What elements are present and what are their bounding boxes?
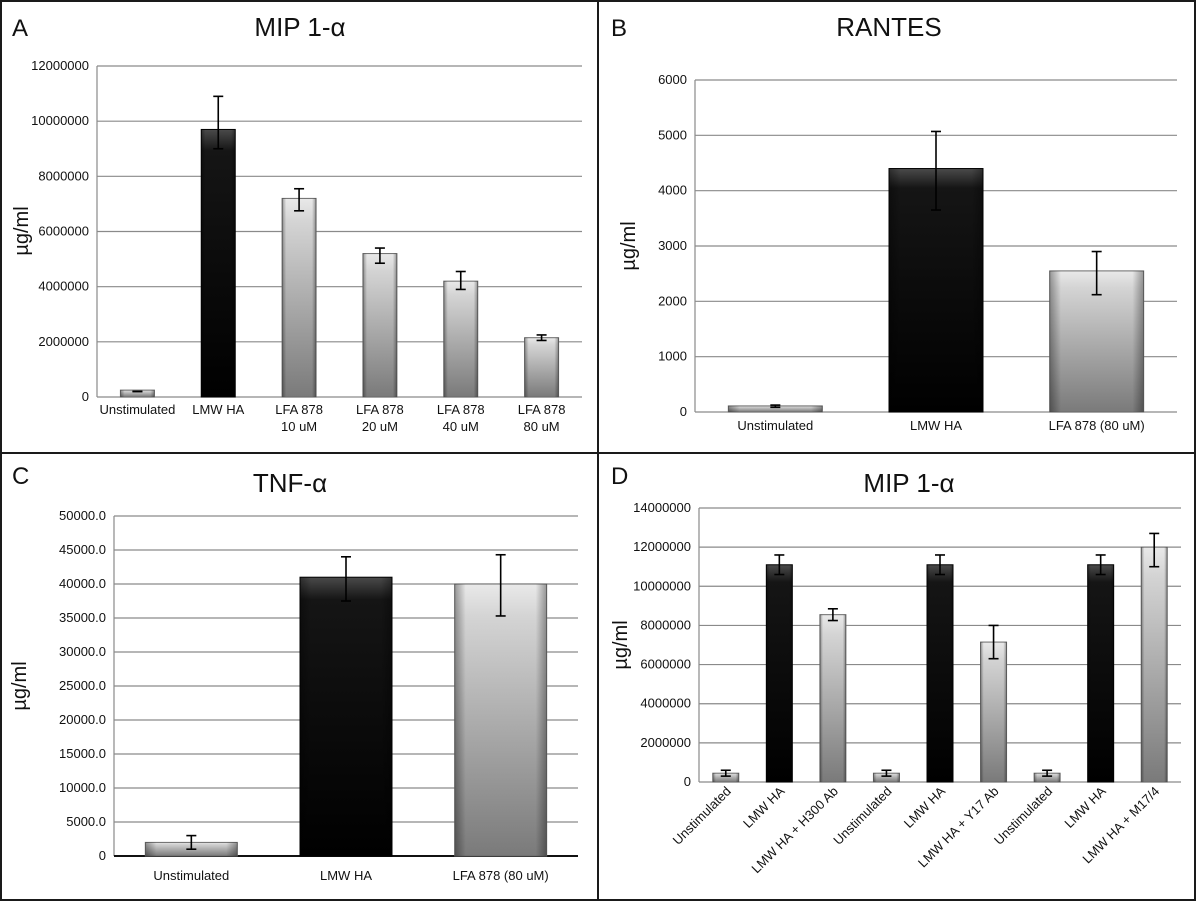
x-tick-label: Unstimulated [99, 402, 175, 417]
bar-shade [443, 281, 478, 397]
bar-shade [1087, 564, 1114, 782]
y-tick-label: 4000000 [640, 696, 691, 711]
bar-shade [712, 773, 739, 782]
x-tick-label: 80 uM [524, 419, 560, 434]
panel-letter: D [611, 463, 628, 490]
panel-letter: C [12, 463, 29, 490]
y-tick-label: 14000000 [633, 500, 691, 515]
y-tick-label: 6000000 [640, 657, 691, 672]
x-tick-label: LFA 878 (80 uM) [453, 868, 549, 883]
bar-shade [282, 198, 317, 397]
x-tick-label: LMW HA [901, 783, 949, 831]
y-tick-label: 3000 [658, 238, 687, 253]
y-tick-label: 25000.0 [59, 678, 106, 693]
bar-shade [927, 564, 953, 782]
y-tick-label: 2000000 [640, 735, 691, 750]
y-tick-label: 20000.0 [59, 712, 106, 727]
y-axis-label: µg/ml [610, 620, 632, 669]
panel-divider-vertical [597, 0, 599, 901]
y-tick-label: 5000 [658, 127, 687, 142]
panel-a-chart: A MIP 1-α µg/ml 0 2000000 4000000 6000000 80000… [11, 12, 582, 434]
bar-shade [1034, 773, 1061, 782]
y-tick-label: 10000000 [31, 113, 89, 128]
y-tick-label: 0 [680, 404, 687, 419]
bar-shade [980, 642, 1007, 782]
chart-title: MIP 1-α [254, 12, 345, 42]
y-axis-label: µg/ml [9, 661, 31, 710]
bar-shade [120, 390, 155, 397]
y-tick-label: 8000000 [38, 168, 89, 183]
x-tick-label: 10 uM [281, 419, 317, 434]
y-tick-label: 40000.0 [59, 576, 106, 591]
x-tick-label: LMW HA [320, 868, 372, 883]
y-axis-label: µg/ml [618, 221, 640, 270]
bar-shade [362, 253, 397, 397]
x-tick-label: Unstimulated [153, 868, 229, 883]
panel-b-chart: B RANTES µg/ml 0 1000 2000 3000 4000 5000 6000 Uns… [611, 12, 1177, 433]
y-tick-label: 0 [82, 389, 89, 404]
x-tick-label: LMW HA [910, 418, 962, 433]
panel-divider-horizontal [0, 452, 1196, 454]
y-tick-label: 0 [99, 848, 106, 863]
x-tick-label: LFA 878 (80 uM) [1049, 418, 1145, 433]
y-tick-label: 35000.0 [59, 610, 106, 625]
y-tick-label: 4000000 [38, 279, 89, 294]
bar-shade [300, 577, 392, 856]
y-tick-label: 6000000 [38, 224, 89, 239]
y-tick-label: 0 [684, 774, 691, 789]
y-tick-label: 10000000 [633, 578, 691, 593]
y-tick-label: 12000000 [31, 58, 89, 73]
panel-letter: A [12, 15, 28, 42]
chart-title: TNF-α [253, 468, 327, 498]
x-tick-label: Unstimulated [737, 418, 813, 433]
bar-shade [454, 584, 547, 856]
y-tick-label: 10000.0 [59, 780, 106, 795]
x-tick-label: LFA 878 [437, 402, 485, 417]
x-tick-label: LMW HA [192, 402, 244, 417]
y-tick-label: 50000.0 [59, 508, 106, 523]
panel-c-chart: C TNF-α µg/ml 0 5000.0 10000.0 15000.0 20000.0 2… [9, 463, 578, 883]
bar-shade [1141, 547, 1168, 782]
chart-title: MIP 1-α [863, 468, 954, 498]
x-tick-label: Unstimulated [670, 784, 734, 848]
bar-shade [873, 773, 900, 782]
y-tick-label: 12000000 [633, 539, 691, 554]
y-tick-label: 1000 [658, 349, 687, 364]
x-tick-label: LFA 878 [356, 402, 404, 417]
x-tick-label: LMW HA [740, 783, 788, 831]
x-tick-label: LFA 878 [275, 402, 323, 417]
bar-shade [728, 405, 823, 412]
y-tick-label: 4000 [658, 183, 687, 198]
bar-shade [201, 129, 236, 398]
bar-shade [819, 614, 846, 782]
y-tick-label: 30000.0 [59, 644, 106, 659]
bar-shade [766, 564, 793, 782]
y-tick-label: 2000000 [38, 334, 89, 349]
y-tick-label: 5000.0 [66, 814, 106, 829]
x-tick-label: 20 uM [362, 419, 398, 434]
y-tick-label: 15000.0 [59, 746, 106, 761]
bar-shade [524, 337, 559, 397]
chart-title: RANTES [836, 12, 941, 42]
y-tick-label: 6000 [658, 72, 687, 87]
x-tick-label: 40 uM [443, 419, 479, 434]
x-tick-label: LMW HA [1061, 783, 1109, 831]
y-tick-label: 2000 [658, 293, 687, 308]
y-tick-label: 8000000 [640, 617, 691, 632]
panel-d-chart: D MIP 1-α µg/ml 0 2000000 4000000 6000000 80000… [610, 463, 1181, 876]
panel-letter: B [611, 15, 627, 42]
x-tick-label: LFA 878 [518, 402, 566, 417]
y-axis-label: µg/ml [11, 206, 33, 255]
y-tick-label: 45000.0 [59, 542, 106, 557]
